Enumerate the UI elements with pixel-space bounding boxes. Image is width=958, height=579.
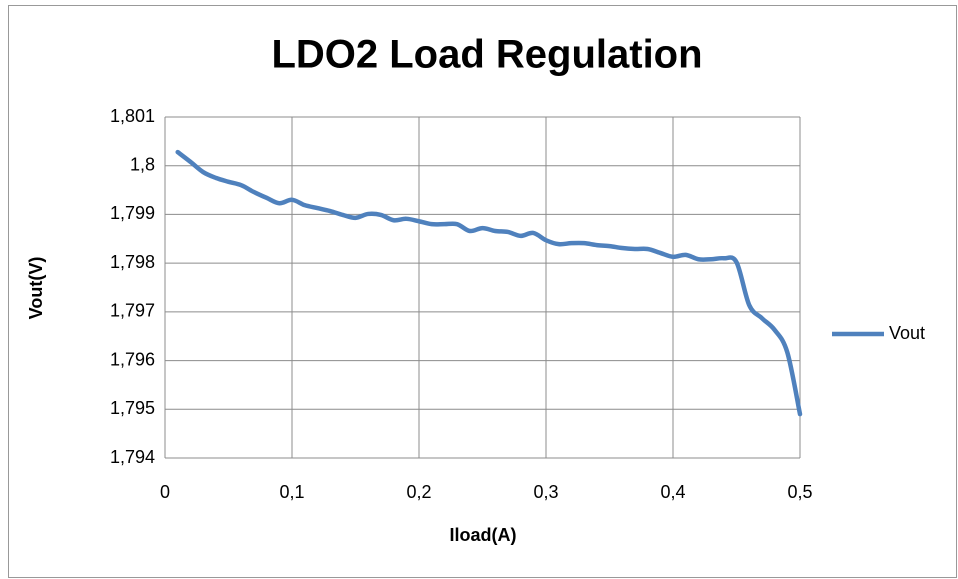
y-tick-label: 1,795 — [110, 398, 155, 418]
y-tick-label: 1,801 — [110, 106, 155, 126]
chart-title: LDO2 Load Regulation — [271, 33, 702, 77]
y-tick-label: 1,8 — [130, 154, 155, 174]
x-tick-label: 0,2 — [406, 482, 431, 502]
y-tick-label: 1,794 — [110, 447, 155, 467]
y-tick-label: 1,796 — [110, 349, 155, 369]
x-tick-label: 0,1 — [279, 482, 304, 502]
series-line — [175, 149, 803, 417]
x-tick-label: 0 — [160, 482, 170, 502]
y-axis-label: Vout(V) — [26, 257, 46, 320]
legend-label: Vout — [889, 323, 925, 343]
y-tick-label: 1,797 — [110, 301, 155, 321]
x-tick-label: 0,5 — [787, 482, 812, 502]
chart-frame — [8, 5, 957, 578]
x-tick-label: 0,3 — [533, 482, 558, 502]
y-tick-label: 1,799 — [110, 203, 155, 223]
x-axis-label: Iload(A) — [450, 525, 517, 545]
y-tick-label: 1,798 — [110, 252, 155, 272]
x-tick-label: 0,4 — [660, 482, 685, 502]
